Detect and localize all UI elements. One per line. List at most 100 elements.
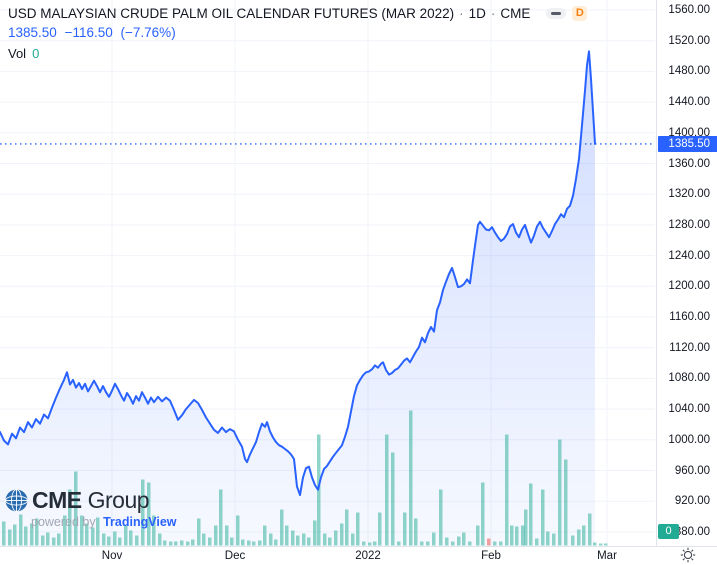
volume-bar xyxy=(328,537,332,546)
last-price-value: 1385.50 xyxy=(8,25,57,40)
volume-bar xyxy=(135,535,139,546)
price-line-edge-marker xyxy=(714,136,717,152)
price-axis[interactable]: 1385.50 0 880.00 920.00 960.00 1000.00 1040.… xyxy=(656,0,717,546)
volume-bar xyxy=(391,452,395,546)
volume-bar xyxy=(274,539,278,546)
price-axis-label: 1120.00 xyxy=(669,341,710,354)
volume-bar xyxy=(191,539,195,546)
volume-bar xyxy=(521,525,525,546)
volume-bar xyxy=(451,541,455,546)
price-axis-label: 1560.00 xyxy=(668,4,710,16)
volume-bar xyxy=(197,518,201,546)
volume-bar xyxy=(345,509,349,546)
volume-bar xyxy=(323,533,327,546)
volume-bar xyxy=(468,541,472,546)
volume-bar xyxy=(420,541,424,546)
volume-bar xyxy=(487,538,491,546)
volume-bar xyxy=(219,489,223,546)
volume-bar xyxy=(24,526,28,546)
volume-value: 0 xyxy=(32,46,40,61)
volume-bar xyxy=(236,515,240,546)
volume-bar xyxy=(552,533,556,546)
settings-gear-icon[interactable] xyxy=(680,547,696,563)
volume-bar xyxy=(582,525,586,546)
footer-branding: CME Group powered by TradingView xyxy=(5,487,177,529)
volume-bar xyxy=(457,536,461,546)
volume-bar xyxy=(113,531,117,546)
volume-bar xyxy=(564,459,568,546)
exchange-label[interactable]: CME xyxy=(500,6,531,21)
price-axis-label: 1400.00 xyxy=(668,126,710,139)
price-change: −116.50 xyxy=(64,25,113,40)
time-axis[interactable]: Nov Dec 2022 Feb Mar xyxy=(0,546,717,565)
price-axis-label: 1520.00 xyxy=(668,34,710,47)
volume-bar xyxy=(258,540,262,546)
volume-bar xyxy=(313,520,317,546)
volume-row: Vol 0 xyxy=(8,46,587,61)
price-chart-canvas[interactable] xyxy=(0,0,655,546)
volume-axis-badge: 0 xyxy=(658,524,679,539)
volume-bar xyxy=(13,524,17,546)
price-area-fill xyxy=(0,51,595,546)
volume-bar xyxy=(63,515,67,546)
volume-bar xyxy=(535,538,539,546)
price-axis-label: 960.00 xyxy=(674,464,710,477)
price-axis-label: 1280.00 xyxy=(668,218,710,231)
volume-bar xyxy=(378,512,382,546)
price-axis-label: 1320.00 xyxy=(668,188,710,201)
volume-bar xyxy=(280,509,284,546)
cme-globe-icon xyxy=(5,489,28,512)
interval-label[interactable]: 1D xyxy=(468,6,486,21)
volume-bar xyxy=(263,525,267,546)
price-axis-label: 1000.00 xyxy=(668,433,710,446)
volume-bar xyxy=(499,541,503,546)
price-axis-label: 1200.00 xyxy=(668,280,710,293)
volume-bar xyxy=(515,526,519,546)
interval-badge-d[interactable]: D xyxy=(572,6,588,21)
price-axis-label: 1480.00 xyxy=(668,65,710,78)
volume-bar xyxy=(80,515,84,546)
volume-bar xyxy=(214,525,218,546)
volume-bar xyxy=(373,541,377,546)
price-axis-label: 880.00 xyxy=(674,525,710,538)
volume-bar xyxy=(52,537,56,546)
tradingview-link[interactable]: TradingView xyxy=(103,515,177,529)
volume-bar xyxy=(225,525,229,546)
title-separator: · xyxy=(459,6,464,21)
volume-bar xyxy=(174,541,178,546)
volume-bar xyxy=(285,525,289,546)
volume-bar xyxy=(462,532,466,546)
price-axis-label: 1040.00 xyxy=(668,403,710,416)
volume-bar xyxy=(8,529,12,546)
volume-bar xyxy=(269,533,273,546)
volume-bar xyxy=(241,539,245,546)
volume-bar xyxy=(202,533,206,546)
volume-bar xyxy=(96,517,100,546)
cme-group-logo[interactable]: CME Group xyxy=(5,487,177,514)
volume-bar xyxy=(558,439,562,546)
symbol-title[interactable]: USD MALAYSIAN CRUDE PALM OIL CALENDAR FU… xyxy=(8,6,455,21)
volume-bar xyxy=(169,541,173,546)
volume-bar xyxy=(252,541,256,546)
volume-bar xyxy=(35,518,39,546)
collapse-toggle[interactable] xyxy=(546,8,567,19)
volume-bar xyxy=(124,525,128,546)
volume-bar xyxy=(296,535,300,546)
volume-bar xyxy=(19,514,23,546)
volume-bar xyxy=(385,434,389,546)
chart-header: USD MALAYSIAN CRUDE PALM OIL CALENDAR FU… xyxy=(8,6,588,61)
volume-bar xyxy=(599,543,603,546)
volume-bar xyxy=(604,543,608,546)
volume-bar xyxy=(91,527,95,546)
time-axis-label: 2022 xyxy=(355,550,381,562)
volume-bar xyxy=(397,541,401,546)
powered-by-label: powered by xyxy=(31,515,96,529)
volume-bar xyxy=(46,532,50,546)
volume-bar xyxy=(102,533,106,546)
price-axis-label: 920.00 xyxy=(674,495,710,508)
volume-bar xyxy=(593,542,597,546)
time-axis-label: Dec xyxy=(224,550,246,562)
price-axis-label: 1240.00 xyxy=(668,249,710,262)
volume-bar xyxy=(152,515,156,546)
logo-text-cme: CME xyxy=(32,487,82,513)
